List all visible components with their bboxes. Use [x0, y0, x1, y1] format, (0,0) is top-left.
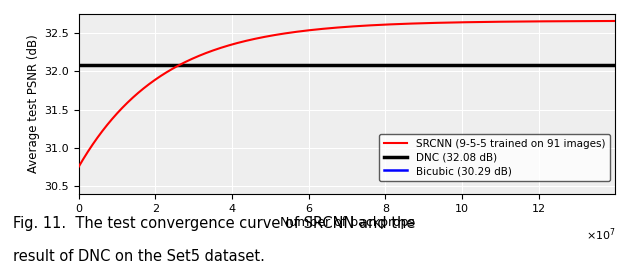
- SRCNN (9-5-5 trained on 91 images): [75, 165, 82, 169]
- DNC (32.08 dB): [75, 63, 82, 67]
- SRCNN (9-5-5 trained on 91 images): [497, 20, 505, 23]
- Bicubic (30.29 dB): [75, 201, 82, 204]
- SRCNN (9-5-5 trained on 91 images): [102, 125, 110, 128]
- DNC (32.08 dB): [75, 63, 82, 67]
- SRCNN (9-5-5 trained on 91 images): [596, 19, 604, 23]
- SRCNN (9-5-5 trained on 91 images): [322, 27, 329, 30]
- Legend: SRCNN (9-5-5 trained on 91 images), DNC (32.08 dB), Bicubic (30.29 dB): SRCNN (9-5-5 trained on 91 images), DNC …: [379, 134, 610, 181]
- Text: Fig. 11.  The test convergence curve of SRCNN and the: Fig. 11. The test convergence curve of S…: [13, 216, 415, 231]
- Bicubic (30.29 dB): [75, 201, 82, 204]
- Text: result of DNC on the Set5 dataset.: result of DNC on the Set5 dataset.: [13, 249, 264, 264]
- Y-axis label: Average test PSNR (dB): Average test PSNR (dB): [27, 35, 40, 173]
- SRCNN (9-5-5 trained on 91 images): [336, 26, 344, 29]
- X-axis label: Number of backprops: Number of backprops: [279, 216, 414, 229]
- SRCNN (9-5-5 trained on 91 images): [596, 19, 604, 23]
- SRCNN (9-5-5 trained on 91 images): [612, 19, 619, 23]
- Text: $\times 10^7$: $\times 10^7$: [585, 226, 615, 243]
- Line: SRCNN (9-5-5 trained on 91 images): SRCNN (9-5-5 trained on 91 images): [78, 21, 615, 167]
